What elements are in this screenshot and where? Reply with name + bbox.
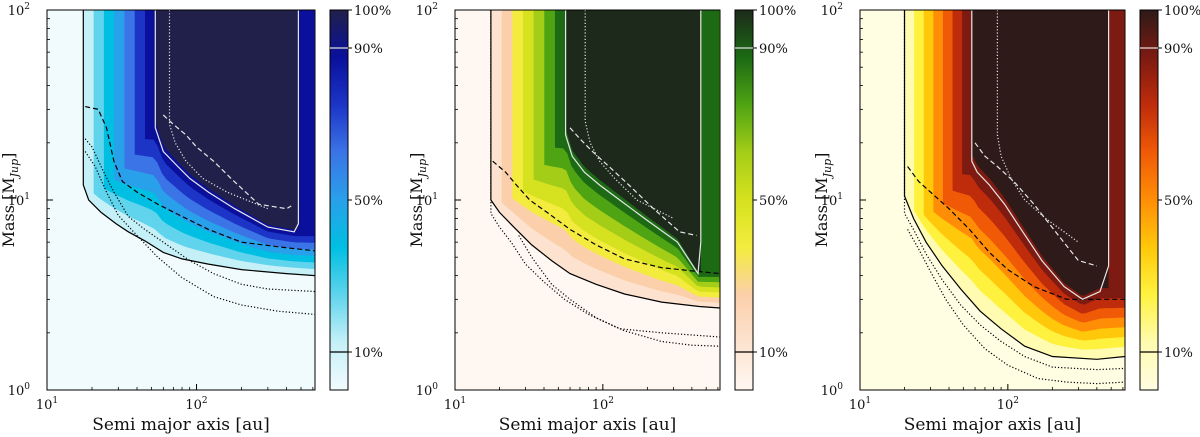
colorbar-tick-label: 90% bbox=[759, 42, 788, 57]
colorbar-tick-label: 100% bbox=[354, 4, 391, 19]
y-tick-label: 102 bbox=[416, 2, 438, 19]
colorbar-tick-label: 100% bbox=[759, 4, 796, 19]
contour-10-solid-0 bbox=[903, 10, 1125, 360]
contour-90-dashed-5 bbox=[162, 114, 292, 210]
contour-10-dotted-2 bbox=[903, 10, 1125, 371]
y-tick-label: 101 bbox=[416, 192, 438, 209]
heatmap-panel-1: 101 102 100 101 102 Semi major axis [au] Mass … bbox=[0, 2, 391, 435]
x-tick-label: 101 bbox=[36, 396, 58, 413]
colorbar-tick-label: 10% bbox=[354, 346, 383, 361]
colorbar-tick-label: 90% bbox=[354, 42, 383, 57]
y-axis-label: Mass [MJup] bbox=[812, 153, 834, 248]
contour-10-solid-0 bbox=[82, 10, 315, 277]
colorbar-tick-label: 100% bbox=[1164, 4, 1200, 19]
probability-region-8 bbox=[971, 10, 1109, 296]
x-tick-label: 102 bbox=[997, 396, 1019, 413]
y-tick-label: 101 bbox=[821, 192, 843, 209]
y-tick-label: 101 bbox=[8, 192, 30, 209]
colorbar: 10% 50% 90% 100% bbox=[734, 4, 796, 391]
y-axis-label: Mass [MJup] bbox=[407, 153, 429, 248]
y-tick-label: 102 bbox=[821, 2, 843, 19]
colorbar-gradient bbox=[734, 9, 754, 391]
contour-90-dashed-5 bbox=[974, 142, 1098, 267]
colorbar-tick-label: 10% bbox=[1164, 346, 1193, 361]
contour-10-dotted-2 bbox=[490, 10, 720, 338]
x-tick-label: 101 bbox=[849, 396, 871, 413]
y-tick-label: 100 bbox=[8, 382, 31, 399]
contour-90-solid-4 bbox=[154, 10, 299, 233]
colorbar-gradient bbox=[329, 9, 349, 391]
contour-10-dashed-1 bbox=[492, 160, 720, 275]
y-tick-label: 100 bbox=[416, 382, 439, 399]
x-axis-label: Semi major axis [au] bbox=[92, 415, 270, 435]
contour-90-dotted-6 bbox=[584, 10, 674, 219]
heatmap-panel-2: 101 102 100 101 102 Semi major axis [au] Mass … bbox=[407, 2, 796, 435]
x-axis-label: Semi major axis [au] bbox=[904, 415, 1082, 435]
contour-90-solid-4 bbox=[565, 10, 702, 276]
colorbar-tick-label: 90% bbox=[1164, 42, 1193, 57]
y-tick-label: 102 bbox=[8, 2, 30, 19]
contour-90-solid-4 bbox=[971, 10, 1110, 300]
y-axis-label: Mass [MJup] bbox=[0, 153, 21, 248]
probability-region-8 bbox=[155, 10, 299, 230]
contour-10-dotted-3 bbox=[518, 235, 720, 347]
x-tick-label: 102 bbox=[592, 396, 614, 413]
x-tick-label: 101 bbox=[444, 396, 466, 413]
probability-region-8 bbox=[565, 10, 701, 272]
colorbar-tick-label: 10% bbox=[759, 346, 788, 361]
colorbar-tick-label: 50% bbox=[759, 194, 788, 209]
contour-90-dashed-5 bbox=[569, 127, 697, 237]
colorbar-tick-label: 50% bbox=[354, 194, 383, 209]
x-tick-label: 102 bbox=[185, 396, 207, 413]
contour-10-solid-0 bbox=[490, 10, 720, 309]
colorbar: 10% 50% 90% 100% bbox=[329, 4, 391, 391]
x-axis-label: Semi major axis [au] bbox=[499, 415, 677, 435]
colorbar-tick-label: 50% bbox=[1164, 194, 1193, 209]
colorbar: 10% 50% 90% 100% bbox=[1139, 4, 1200, 391]
contour-90-dotted-6 bbox=[996, 10, 1079, 243]
y-tick-label: 100 bbox=[821, 382, 844, 399]
heatmap-panel-3: 101 102 100 101 102 Semi major axis [au] Mass … bbox=[812, 2, 1200, 435]
colorbar-gradient bbox=[1139, 9, 1159, 391]
